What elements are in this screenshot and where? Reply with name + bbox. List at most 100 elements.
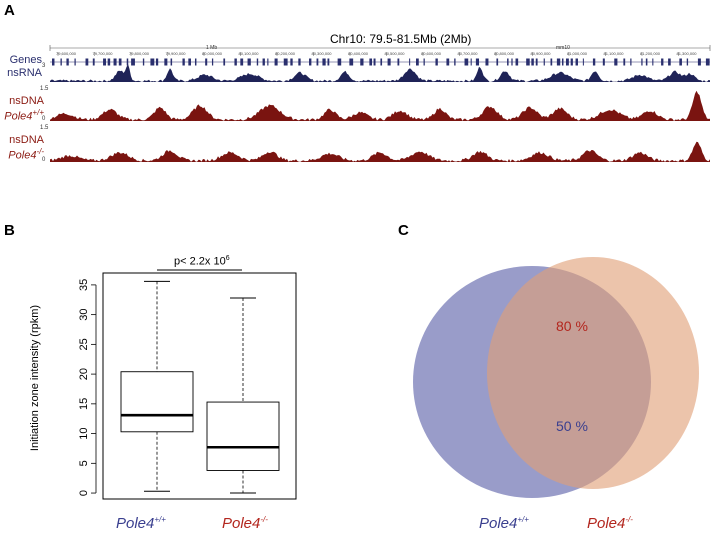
nsrna-signal <box>50 64 710 82</box>
gene-exon <box>556 58 561 66</box>
coord-label: 80,000,000 <box>202 51 223 56</box>
coord-label: 79,700,000 <box>93 51 114 56</box>
y-tick-label: 0 <box>78 490 90 496</box>
coord-label: 79,900,000 <box>166 51 187 56</box>
gene-exon <box>531 58 534 66</box>
gene-exon <box>194 58 197 66</box>
gene-exon <box>267 58 269 66</box>
nsdna-ko-zero: 0 <box>42 157 46 163</box>
y-tick-label: 20 <box>78 368 90 380</box>
gene-exon <box>349 58 354 66</box>
gene-exon <box>74 58 76 66</box>
gene-exon <box>170 58 173 66</box>
gene-exon <box>423 58 425 66</box>
gene-exon <box>697 58 701 66</box>
nsdna-wt-zero: 0 <box>42 116 46 122</box>
gene-exon <box>155 58 159 66</box>
gene-exon <box>561 58 564 66</box>
gene-exon <box>435 58 438 66</box>
gene-exon <box>645 58 648 66</box>
gene-exon <box>211 58 214 66</box>
gene-exon <box>126 58 129 66</box>
box-iqr <box>120 371 194 433</box>
venn-overlap-top: 80 % <box>556 318 588 334</box>
venn-overlap-bottom: 50 % <box>556 418 588 434</box>
boxplot-group-label-ko: Pole4-/- <box>222 515 268 532</box>
gene-exon <box>592 58 596 66</box>
gene-exon <box>526 58 530 66</box>
gene-exon <box>283 58 288 66</box>
y-tick-label: 30 <box>78 309 90 321</box>
panel-b-letter: B <box>4 222 15 239</box>
nsdna-wt-track-label: nsDNA <box>9 95 44 107</box>
gene-exon <box>397 58 400 66</box>
boxplot-frame <box>102 272 297 500</box>
gene-exon <box>327 58 330 66</box>
gene-exon <box>535 58 538 66</box>
gene-exon <box>118 58 122 66</box>
y-tick-label: 35 <box>78 279 90 291</box>
boxplot-y-axis: 0 5 10 15 20 25 30 35 <box>78 279 97 496</box>
y-tick-label: 25 <box>78 338 90 350</box>
gene-exon <box>705 58 710 66</box>
gene-exon <box>582 58 584 66</box>
gene-exon <box>107 58 111 66</box>
coord-label: 81,200,000 <box>640 51 661 56</box>
gene-exon <box>614 58 618 66</box>
coord-label: 81,300,000 <box>677 51 698 56</box>
coord-label: 80,500,000 <box>385 51 406 56</box>
gene-exon <box>409 58 411 66</box>
gene-exon <box>496 58 499 66</box>
gene-exon <box>337 58 342 66</box>
nsdna-wt-genotype: Pole4+/+ <box>4 108 44 123</box>
gene-exon <box>309 58 312 66</box>
gene-exon <box>182 58 185 66</box>
boxplot-group-label-wt: Pole4+/+ <box>116 515 166 532</box>
coord-label: 80,400,000 <box>348 51 369 56</box>
gene-exon <box>262 58 265 66</box>
nsdna-wt-max: 1.5 <box>40 86 49 92</box>
gene-exon <box>85 58 89 66</box>
gene-exon <box>668 58 671 66</box>
gene-exon <box>454 58 456 66</box>
venn-circle-ko <box>487 257 699 489</box>
y-tick-label: 5 <box>78 460 90 466</box>
coord-label: 80,800,000 <box>494 51 515 56</box>
coord-label: 79,600,000 <box>56 51 77 56</box>
pvalue-label: p< 2.2x 106 <box>174 255 230 268</box>
coord-label: 80,900,000 <box>531 51 552 56</box>
gene-exon <box>290 58 293 66</box>
gene-exon <box>247 58 251 66</box>
nsdna-ko-track-label: nsDNA <box>9 134 44 146</box>
gene-exon <box>223 58 226 66</box>
gene-exon <box>623 58 626 66</box>
gene-exon <box>575 58 578 66</box>
gene-exon <box>113 58 117 66</box>
gene-exon <box>316 58 319 66</box>
gene-exon <box>373 58 376 66</box>
coordinate-ticks: 79,600,000 79,700,000 79,800,000 79,900,000… <box>56 51 697 56</box>
gene-exon <box>150 58 155 66</box>
nsdna-ko-max: 1.5 <box>40 125 49 131</box>
gene-exon <box>416 58 419 66</box>
nsrna-max: 3 <box>42 63 46 69</box>
gene-exon <box>550 58 553 66</box>
box-iqr <box>206 401 280 471</box>
coord-label: 80,600,000 <box>421 51 442 56</box>
gene-exon <box>360 58 364 66</box>
gene-exon <box>369 58 373 66</box>
gene-exon <box>475 58 480 66</box>
region-title: Chr10: 79.5-81.5Mb (2Mb) <box>330 32 472 46</box>
coord-label: 80,200,000 <box>275 51 296 56</box>
gene-exon <box>652 58 654 66</box>
panel-a-letter: A <box>4 2 15 19</box>
venn-label-ko: Pole4-/- <box>587 515 633 532</box>
gene-exon <box>464 58 469 66</box>
coord-label: 80,300,000 <box>312 51 333 56</box>
gene-exon <box>92 58 95 66</box>
coord-label: 81,000,000 <box>567 51 588 56</box>
genome-browser-tracks: 1 Mb mm10 79,600,000 79,700,000 79,800,000… <box>49 45 711 162</box>
gene-exon <box>240 58 244 66</box>
